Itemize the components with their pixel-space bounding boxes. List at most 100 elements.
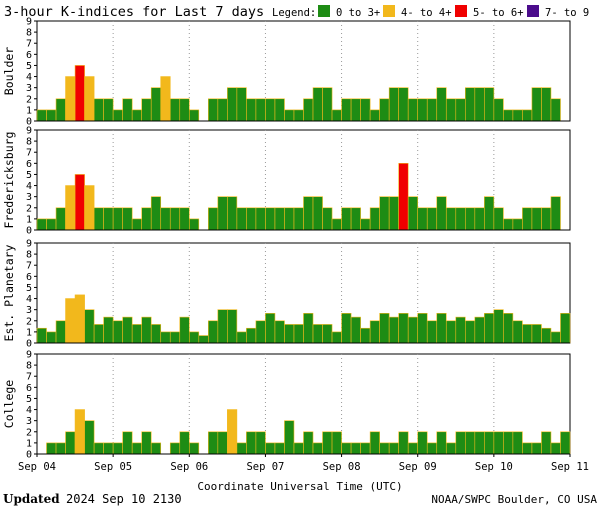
k-index-bar [350,98,361,122]
k-index-bar [512,218,523,231]
k-index-bar [65,185,76,231]
k-index-bar [522,207,533,231]
x-tick-label: Sep 06 [170,461,208,473]
legend-entry-red: 5- to 6+ [473,7,524,19]
k-index-bar [122,207,133,231]
k-index-bar [217,196,228,231]
k-index-bar [208,320,219,344]
k-index-bar [550,442,561,455]
k-index-bar [84,309,95,344]
y-tick-label: 6 [26,159,32,170]
k-index-bar [131,109,142,122]
k-index-bar [484,431,495,455]
k-index-bar [188,331,200,344]
y-tick-label: 5 [26,170,32,181]
y-tick-label: 7 [26,148,32,159]
k-index-bar [169,207,181,231]
k-index-bar [512,320,523,344]
k-index-bar [331,109,342,122]
k-index-bar [398,431,409,455]
k-index-bar [341,207,352,231]
k-index-bar [379,98,390,122]
k-index-bar [236,87,247,122]
k-index-bar [426,442,438,455]
k-index-bar [84,76,95,122]
k-index-bar [93,98,104,122]
k-index-bar [150,324,162,344]
legend-swatch-yellow [383,5,395,17]
k-index-bar [122,98,133,122]
y-tick-label: 0 [26,450,32,461]
x-tick-label: Sep 09 [399,461,437,473]
k-index-bar [464,207,476,231]
k-index-bar [84,420,95,455]
k-index-bar [284,109,295,122]
panel-label: Est. Planetary [2,244,16,341]
k-index-bar [303,313,314,344]
k-index-bar [341,313,352,344]
legend-swatch-purple [527,5,539,17]
k-index-bar [436,87,447,122]
k-index-bar [227,196,238,231]
k-index-bar [360,218,371,231]
k-index-bar [331,218,342,231]
k-index-bar [312,196,323,231]
k-index-bar [112,442,123,455]
y-tick-label: 0 [26,226,32,237]
k-index-bar [398,163,409,231]
y-tick-label: 3 [26,305,32,316]
x-tick-label: Sep 08 [323,461,361,473]
k-index-bar [522,324,533,344]
k-index-bar [369,431,380,455]
k-index-bar [322,431,333,455]
y-tick-label: 9 [26,126,32,137]
x-tick-label: Sep 05 [94,461,132,473]
k-index-bar [103,98,114,122]
k-index-bar [464,431,476,455]
k-index-bar [74,65,85,122]
y-tick-label: 0 [26,339,32,350]
legend-entry-yellow: 4- to 4+ [401,7,452,19]
k-index-bar [246,431,257,455]
k-index-bar [198,335,209,344]
k-index-bar [227,87,238,122]
k-index-bar [93,442,104,455]
legend-label: Legend: [272,7,316,19]
k-index-bar [284,420,295,455]
k-index-bar [169,98,181,122]
k-index-bar [360,442,371,455]
k-index-bar [417,313,428,344]
y-tick-label: 8 [26,250,32,261]
k-index-bar [464,320,476,344]
y-tick-label: 7 [26,372,32,383]
k-index-bar [255,98,266,122]
k-index-bar [122,316,133,344]
y-tick-label: 3 [26,416,32,427]
k-index-bar [169,331,181,344]
k-index-bar [350,316,361,344]
k-index-bar [65,76,76,122]
k-index-bar [103,442,114,455]
k-index-bar [141,431,152,455]
y-tick-label: 7 [26,261,32,272]
k-index-bar [112,207,123,231]
y-tick-label: 0 [26,117,32,128]
k-index-bar [541,207,552,231]
k-index-bar [303,196,314,231]
y-tick-label: 3 [26,83,32,94]
k-index-bar [246,98,257,122]
y-tick-label: 9 [26,350,32,361]
k-index-bar [217,309,228,344]
k-index-bar [303,98,314,122]
k-index-bar [208,98,219,122]
panel-label: Boulder [2,47,16,96]
k-index-bar [455,431,466,455]
k-index-bar [484,196,495,231]
k-index-bar [531,87,542,122]
k-index-bar [188,109,200,122]
k-index-bar [227,409,238,455]
k-index-bar [360,327,371,344]
k-index-bar [265,313,276,344]
k-index-bar [550,98,561,122]
